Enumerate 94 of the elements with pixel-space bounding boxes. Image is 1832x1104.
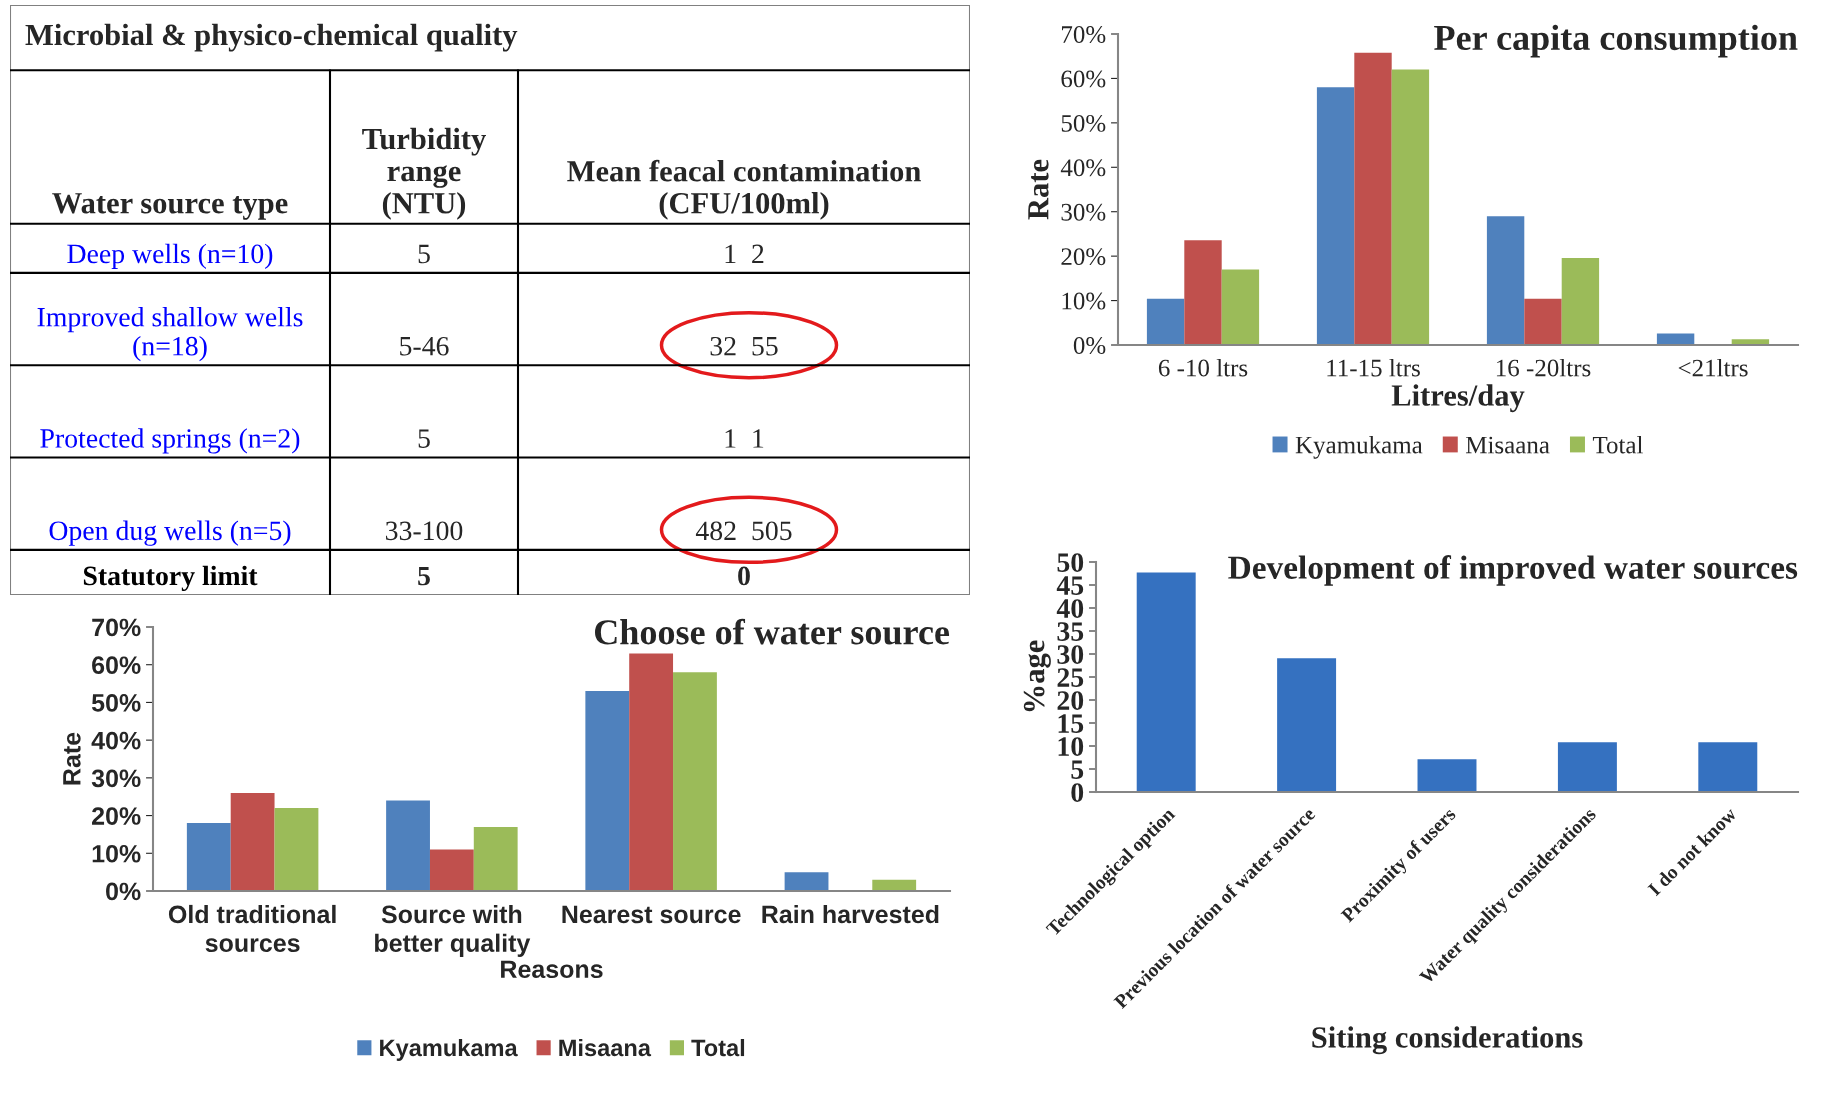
category-label: Improved shallow wells (n=18) [37, 306, 303, 362]
bar [1136, 572, 1196, 792]
y-tick-label: 70% [1062, 26, 1106, 43]
bar [1316, 87, 1355, 345]
category-label: Statutory limit [83, 565, 258, 591]
y-tick-label: 30% [1061, 203, 1106, 221]
y-axis-title: %age [1023, 640, 1051, 712]
y-tick-label: 40% [91, 731, 141, 750]
y-tick-label: 0% [106, 882, 141, 901]
bar [1524, 298, 1562, 345]
bar [1561, 257, 1600, 345]
y-tick-label: 0 [1071, 783, 1084, 802]
legend-label: Misaana [1465, 436, 1550, 454]
y-tick-label: 15 [1058, 714, 1084, 733]
category-label: Mean feacal contamination (CFU/100ml) [567, 159, 921, 220]
y-tick-label: 40 [1056, 599, 1084, 618]
x-axis-title: Siting considerations [1312, 1026, 1583, 1055]
bar [429, 849, 474, 891]
x-tick-label: Old traditional sources [168, 904, 336, 952]
bar [1277, 658, 1337, 792]
y-tick-label: 10% [1062, 292, 1106, 310]
y-tick-label: 40% [1060, 159, 1106, 177]
bar [585, 691, 630, 891]
bar [1656, 333, 1695, 345]
category-label: Water source type [52, 193, 288, 220]
bar [386, 800, 430, 891]
x-tick-label: 11-15 ltrs [1327, 358, 1420, 377]
text: Microbial & physico-chemical quality [25, 23, 518, 52]
x-tick-label: Rain harvested [762, 904, 939, 924]
text: 1 2 [725, 244, 764, 263]
y-tick-label: 20% [92, 807, 141, 825]
text: 482 505 [695, 521, 792, 541]
y-tick-label: 60% [1061, 70, 1106, 88]
y-tick-label: 30% [91, 769, 141, 788]
legend-label: Misaana [559, 1038, 652, 1057]
y-axis-title: Rate [63, 732, 81, 785]
y-tick-label: 35 [1057, 622, 1084, 641]
bar [1146, 298, 1185, 345]
y-axis-title: Rate [1028, 159, 1049, 220]
x-tick-label: 6 -10 ltrs [1158, 358, 1248, 377]
category-label: Open dug wells (n=5) [49, 520, 291, 546]
text: 32 55 [710, 336, 778, 356]
x-axis-title: Litres/day [1391, 384, 1525, 413]
y-tick-label: 50% [1061, 114, 1106, 132]
y-tick-label: 50% [91, 694, 141, 712]
bar [1184, 240, 1222, 345]
x-tick-label: <21ltrs [1678, 358, 1748, 377]
bar [186, 823, 231, 891]
y-tick-label: 20% [1061, 248, 1106, 266]
bar [1417, 759, 1477, 792]
category-label: Protected springs (n=2) [40, 428, 300, 454]
legend-label: Total [691, 1038, 745, 1057]
y-tick-label: 25 [1057, 668, 1084, 687]
category-label: Turbidity range (NTU) [362, 127, 486, 220]
y-tick-label: 10 [1058, 737, 1084, 756]
bar [274, 808, 319, 891]
y-tick-label: 30 [1057, 645, 1084, 664]
bar [1557, 742, 1617, 792]
bar [230, 792, 275, 891]
y-tick-label: 20 [1057, 691, 1084, 710]
text: 5-46 [400, 336, 449, 356]
text: 0 [738, 566, 750, 586]
chart-title: Development of improved water sources [1228, 555, 1798, 586]
category-label: Deep wells (n=10) [67, 243, 273, 269]
text: 5 [418, 566, 430, 586]
y-tick-label: 60% [92, 656, 141, 675]
x-tick-label: Nearest source [562, 905, 741, 924]
legend-label: Kyamukama [1295, 435, 1423, 459]
bar [1698, 742, 1758, 792]
chart-title: Per capita consumption [1434, 24, 1798, 58]
text: 33-100 [385, 521, 463, 541]
y-tick-label: 45 [1056, 576, 1084, 595]
chart-title: Choose of water source [595, 618, 950, 645]
y-tick-label: 10% [92, 844, 141, 863]
bar [673, 672, 717, 891]
bar [1391, 69, 1430, 345]
text: 5 [418, 429, 430, 448]
bar [473, 826, 518, 891]
bar [1486, 216, 1525, 345]
bar [1354, 52, 1392, 345]
legend-label: Kyamukama [380, 1038, 518, 1061]
x-axis-title: Reasons [501, 960, 603, 979]
text: 5 [418, 244, 430, 264]
y-tick-label: 5 [1071, 760, 1084, 779]
x-tick-label: 16 -20ltrs [1496, 358, 1591, 377]
bar [629, 653, 674, 891]
legend-label: Total [1592, 435, 1643, 454]
y-tick-label: 0% [1073, 337, 1106, 354]
x-tick-label: Source with better quality [375, 904, 531, 957]
bar [1221, 269, 1260, 345]
text: 1 1 [725, 429, 764, 448]
y-tick-label: 70% [92, 618, 141, 637]
bar [784, 872, 829, 891]
y-tick-label: 50 [1057, 553, 1084, 572]
